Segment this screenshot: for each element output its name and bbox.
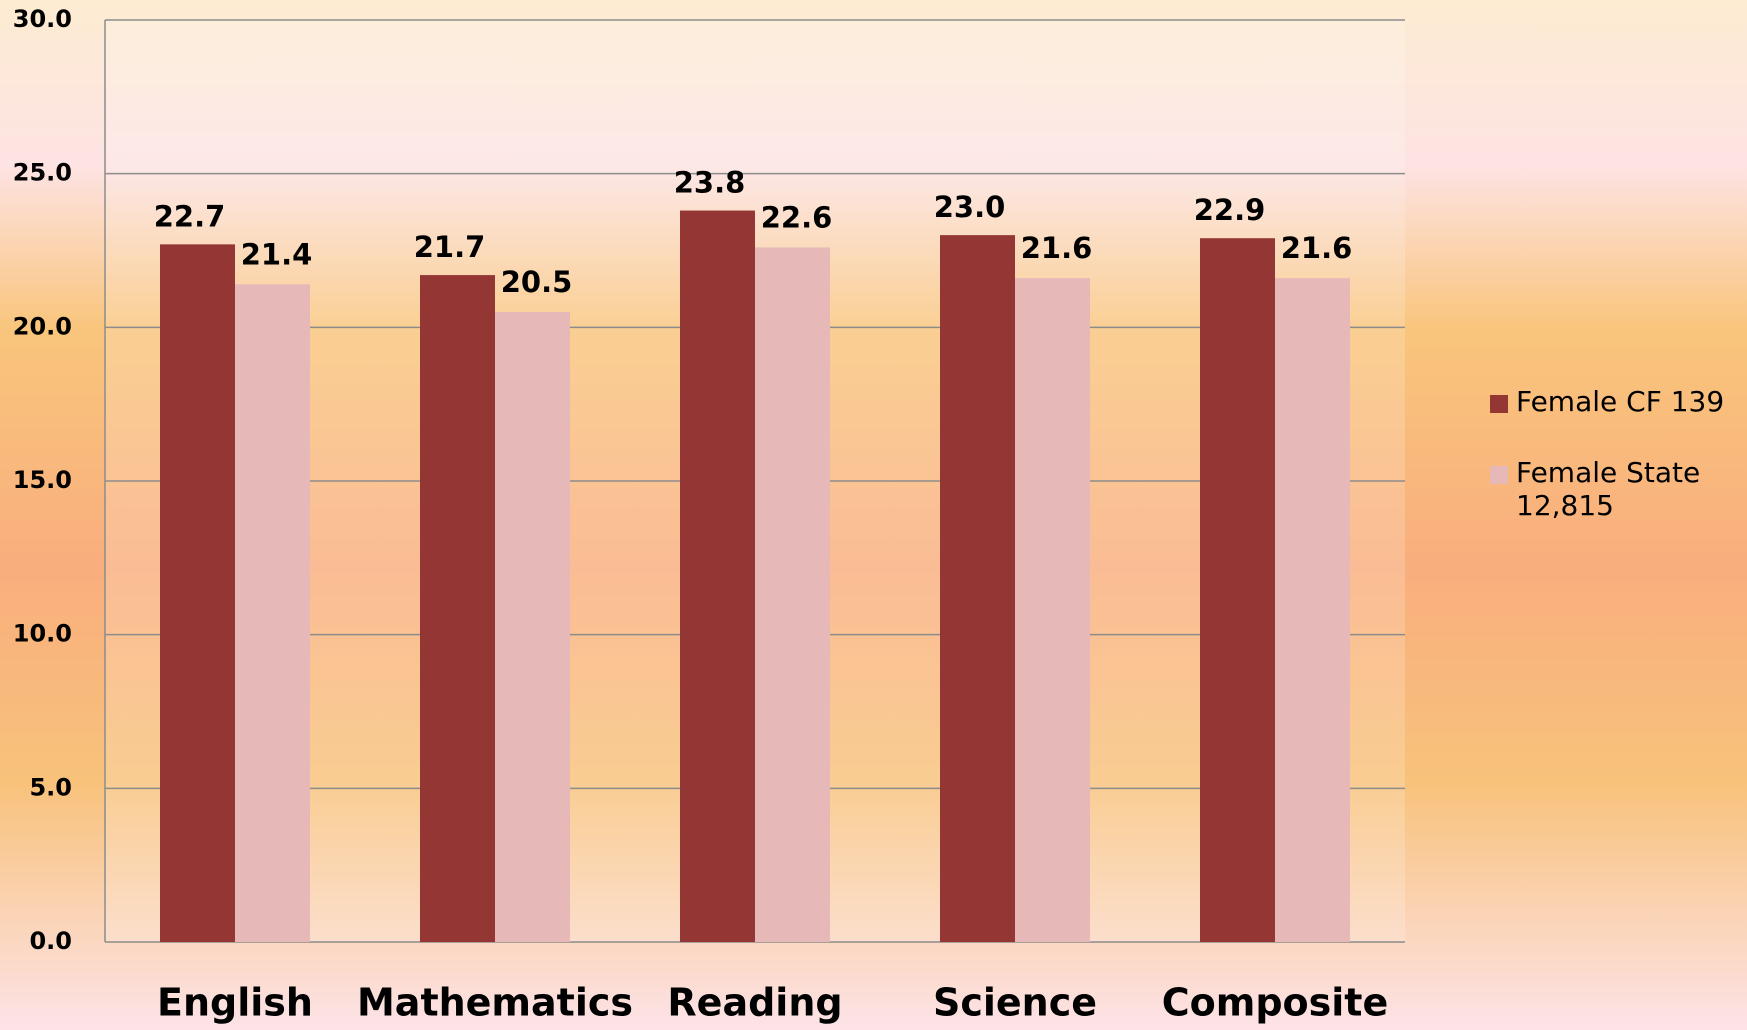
bar	[420, 275, 495, 942]
bar	[680, 210, 755, 943]
data-label: 22.7	[154, 199, 226, 233]
y-tick-label: 10.0	[13, 620, 72, 648]
data-label: 23.8	[674, 166, 746, 200]
data-label: 21.4	[241, 237, 313, 271]
x-tick-label: Reading	[667, 981, 842, 1025]
bar	[1015, 278, 1090, 942]
legend-entry: Female State 12,815	[1490, 456, 1740, 522]
data-label: 22.6	[761, 200, 833, 234]
x-tick-label: English	[157, 981, 313, 1025]
bar	[235, 284, 310, 943]
x-tick-label: Mathematics	[357, 981, 633, 1025]
legend-swatch	[1490, 466, 1508, 484]
y-tick-label: 0.0	[29, 927, 72, 955]
x-tick-label: Science	[933, 981, 1097, 1025]
bar	[495, 311, 570, 942]
y-tick-label: 15.0	[13, 466, 72, 494]
y-tick-label: 30.0	[13, 5, 72, 33]
y-tick-label: 20.0	[13, 312, 72, 340]
legend-entry: Female CF 139	[1490, 385, 1740, 418]
data-label: 21.6	[1281, 231, 1353, 265]
bar	[1275, 278, 1350, 942]
data-label: 20.5	[501, 265, 573, 299]
data-label: 23.0	[934, 190, 1006, 224]
y-tick-label: 5.0	[29, 773, 72, 801]
legend-swatch	[1490, 395, 1508, 413]
legend-label: Female CF 139	[1516, 385, 1725, 418]
bar	[755, 247, 830, 943]
bar	[1200, 238, 1275, 942]
legend: Female CF 139 Female State 12,815	[1490, 385, 1740, 560]
x-tick-label: Composite	[1162, 981, 1388, 1025]
y-tick-label: 25.0	[13, 159, 72, 187]
legend-label: Female State 12,815	[1516, 456, 1701, 522]
bar	[160, 244, 235, 942]
bar	[940, 235, 1015, 943]
data-label: 21.6	[1021, 231, 1093, 265]
data-label: 21.7	[414, 230, 486, 264]
data-label: 22.9	[1194, 193, 1266, 227]
